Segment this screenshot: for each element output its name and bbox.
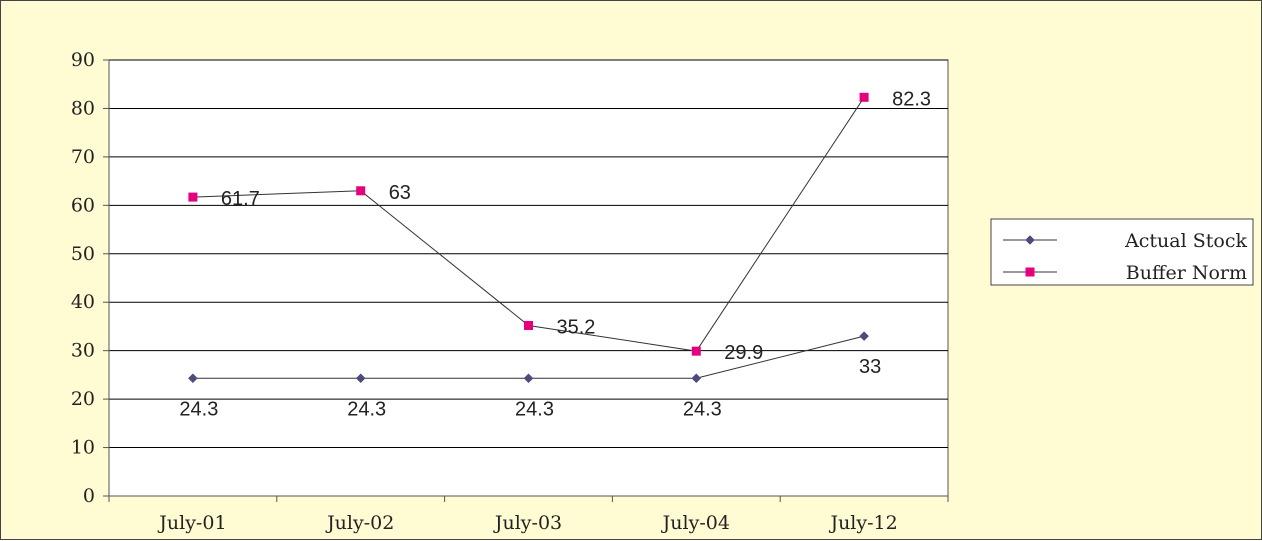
y-tick-label: 20 — [71, 388, 95, 410]
y-tick-label: 80 — [71, 97, 95, 119]
data-point — [859, 331, 869, 341]
series-layer — [188, 92, 869, 384]
data-label: 24.3 — [347, 398, 386, 420]
data-label: 24.3 — [683, 398, 722, 420]
data-labels: 24.3 24.3 24.3 24.3 33 61.7 63 35.2 29.9 82.3 — [179, 88, 931, 420]
data-point — [523, 373, 534, 384]
x-tick-label: July-04 — [661, 512, 730, 534]
data-point — [188, 192, 198, 202]
y-tick-label: 70 — [71, 146, 95, 168]
axes: 0 10 20 30 40 50 60 70 80 90 July-01 July-02 July-03… — [71, 49, 949, 534]
data-point — [691, 373, 702, 384]
x-tick-label: July-03 — [493, 512, 562, 534]
y-tick-label: 60 — [71, 194, 95, 216]
data-label: 82.3 — [892, 88, 931, 110]
legend-box — [990, 218, 1254, 286]
data-label: 33 — [859, 356, 881, 378]
data-point — [356, 186, 366, 196]
legend-marker — [1025, 267, 1035, 277]
y-tick-label: 50 — [71, 243, 95, 265]
data-label: 63 — [389, 182, 411, 204]
y-tick-label: 90 — [71, 49, 95, 71]
data-label: 35.2 — [557, 316, 596, 338]
y-tick-label: 30 — [71, 340, 95, 362]
data-point — [859, 92, 869, 102]
legend-label: Buffer Norm — [1126, 262, 1247, 284]
data-point — [188, 373, 198, 384]
data-point — [691, 346, 701, 356]
plot-area — [108, 59, 949, 497]
data-label: 24.3 — [515, 398, 554, 420]
legend: Actual Stock Buffer Norm — [990, 218, 1254, 286]
legend-marker — [1025, 235, 1035, 245]
x-tick-label: July-02 — [325, 512, 394, 534]
data-label: 29.9 — [724, 342, 763, 364]
legend-label: Actual Stock — [1124, 230, 1247, 252]
x-tick-label: July-12 — [828, 512, 897, 534]
data-label: 24.3 — [179, 398, 218, 420]
x-tick-label: July-01 — [157, 512, 226, 534]
y-tick-label: 0 — [83, 485, 95, 507]
gridlines — [109, 59, 948, 449]
data-point — [524, 320, 533, 330]
y-tick-label: 10 — [71, 437, 95, 459]
y-tick-label: 40 — [71, 291, 95, 313]
data-label: 61.7 — [221, 188, 260, 210]
data-point — [355, 373, 366, 384]
